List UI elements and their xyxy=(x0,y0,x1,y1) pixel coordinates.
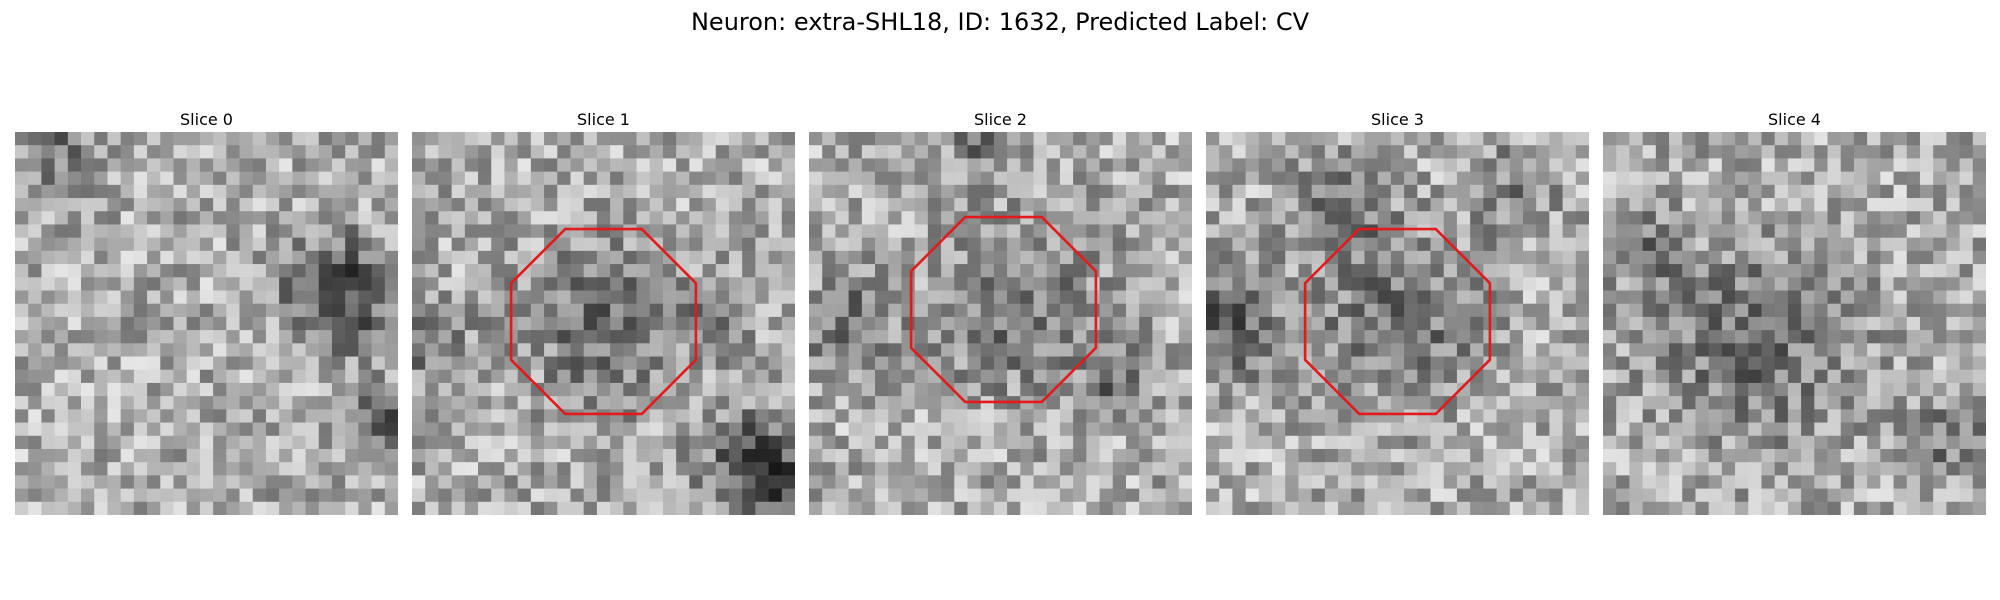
slice-panel-3: Slice 3 xyxy=(1206,110,1589,515)
pixel-grid xyxy=(1206,132,1589,515)
slice-title: Slice 4 xyxy=(1768,110,1821,129)
slice-image-0 xyxy=(15,132,398,515)
roi-octagon xyxy=(909,215,1098,404)
roi-octagon xyxy=(509,227,698,416)
roi-octagon xyxy=(1303,227,1492,416)
pixel-grid xyxy=(809,132,1192,515)
slice-image-3 xyxy=(1206,132,1589,515)
slice-title: Slice 2 xyxy=(974,110,1027,129)
slice-panel-0: Slice 0 xyxy=(15,110,398,515)
pixel-grid xyxy=(15,132,398,515)
slice-title: Slice 1 xyxy=(577,110,630,129)
slice-image-1 xyxy=(412,132,795,515)
pixel-grid xyxy=(412,132,795,515)
slice-image-4 xyxy=(1603,132,1986,515)
slice-panel-1: Slice 1 xyxy=(412,110,795,515)
figure-title: Neuron: extra-SHL18, ID: 1632, Predicted… xyxy=(690,8,1310,36)
slice-panel-4: Slice 4 xyxy=(1603,110,1986,515)
pixel-grid xyxy=(1603,132,1986,515)
slice-title: Slice 0 xyxy=(180,110,233,129)
slice-panel-2: Slice 2 xyxy=(809,110,1192,515)
slice-title: Slice 3 xyxy=(1371,110,1424,129)
slice-image-2 xyxy=(809,132,1192,515)
